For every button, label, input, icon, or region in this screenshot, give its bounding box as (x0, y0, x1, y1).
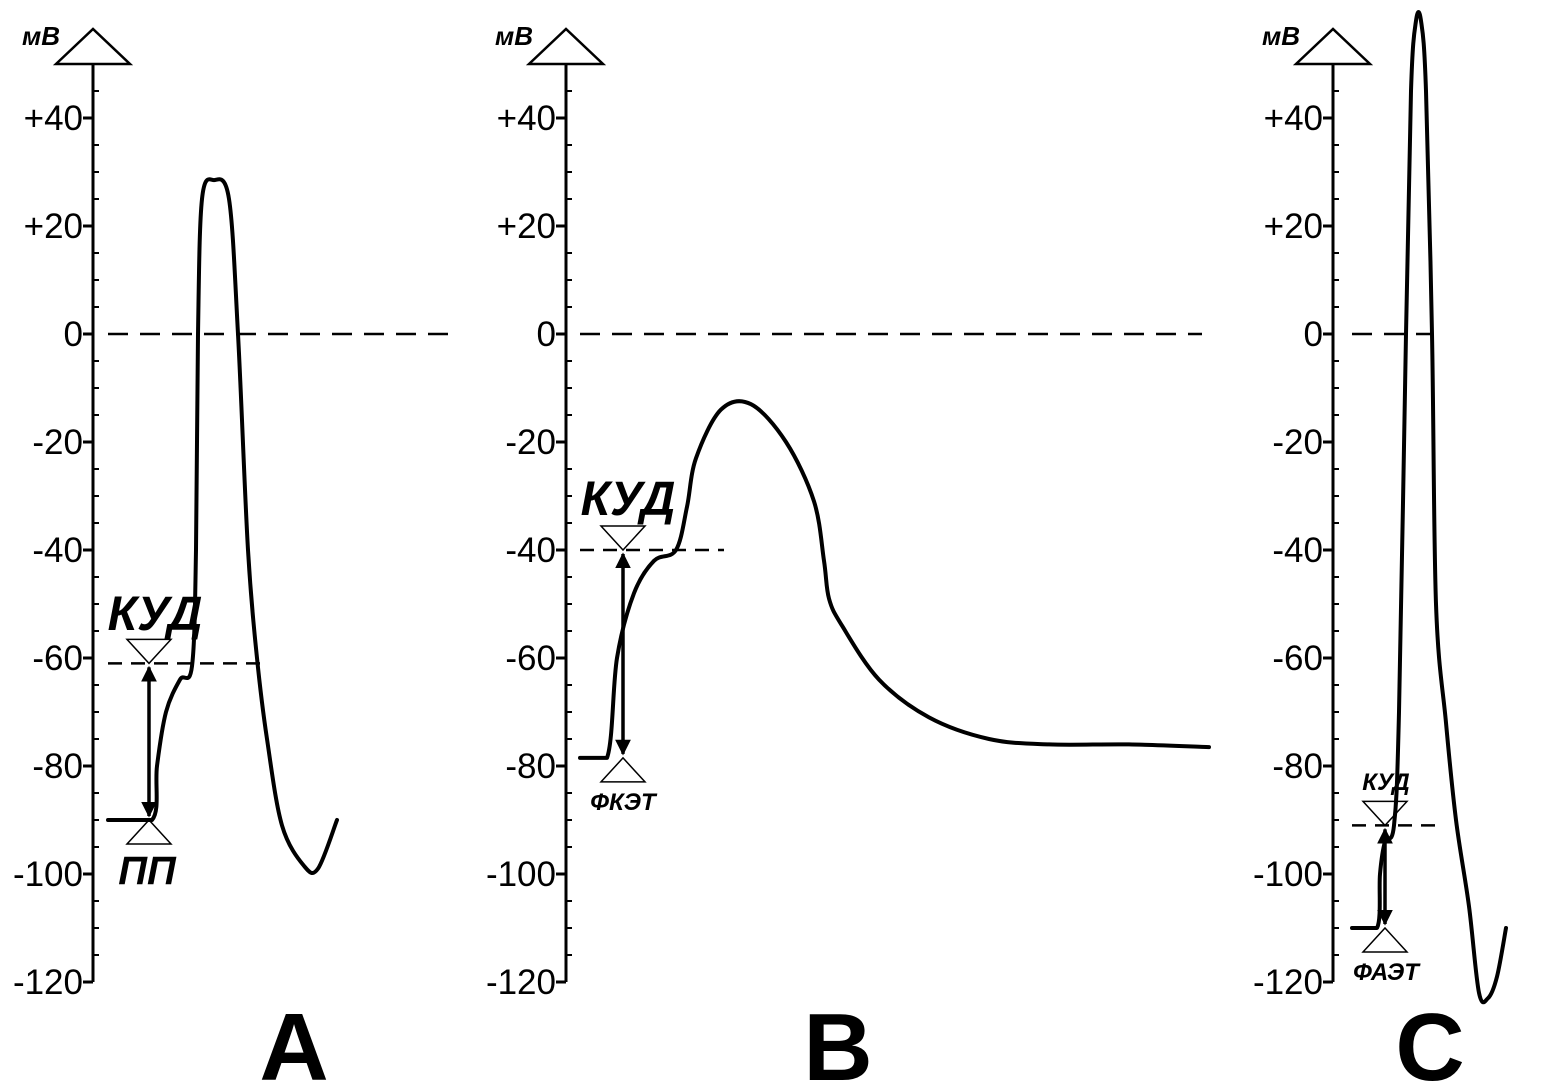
y-tick-label: +20 (24, 207, 83, 246)
resting-marker-icon (599, 756, 647, 783)
threshold-label: КУД (1362, 769, 1409, 796)
y-tick-label: -100 (1253, 855, 1323, 894)
y-tick-label: +20 (497, 207, 556, 246)
y-tick-label: -120 (486, 963, 556, 1002)
panel-letter: B (803, 994, 872, 1088)
panel-a: мВ +40 +20 0 -20 -40 -60 -80 -100 -120 КУД ПП A (13, 21, 452, 1088)
y-tick-label: -120 (13, 963, 83, 1002)
y-tick-label: -60 (1272, 639, 1323, 678)
resting-label: ФКЭТ (590, 789, 658, 816)
action-potential-curve (1350, 10, 1508, 1005)
y-tick-label: -60 (505, 639, 556, 678)
y-tick-label: +40 (497, 99, 556, 138)
y-axis-unit-label: мВ (495, 21, 533, 51)
y-tick-label: -120 (1253, 963, 1323, 1002)
y-tick-label: -20 (32, 423, 83, 462)
panel-c: мВ +40 +20 0 -20 -40 -60 -80 -100 -120 КУД ФАЭТ C (1253, 10, 1508, 1088)
panel-letter: C (1395, 994, 1464, 1088)
y-tick-label: -40 (505, 531, 556, 570)
y-axis-arrow-icon (525, 27, 607, 66)
resting-marker-icon (125, 818, 173, 845)
y-axis-arrow-icon (52, 27, 134, 66)
y-tick-label: -40 (32, 531, 83, 570)
panel-letter: A (259, 994, 328, 1088)
y-tick-label: -60 (32, 639, 83, 678)
y-tick-label: -80 (1272, 747, 1323, 786)
threshold-marker-icon (599, 525, 647, 552)
y-tick-label: -100 (486, 855, 556, 894)
y-tick-label: -20 (505, 423, 556, 462)
y-axis-unit-label: мВ (1262, 21, 1300, 51)
threshold-label: КУД (581, 473, 676, 526)
y-axis-arrow-icon (1292, 27, 1374, 66)
threshold-marker-icon (1361, 800, 1409, 827)
y-tick-label: 0 (64, 315, 83, 354)
y-tick-label: 0 (1304, 315, 1323, 354)
threshold-marker-icon (125, 638, 173, 665)
y-axis-unit-label: мВ (22, 21, 60, 51)
y-tick-label: -40 (1272, 531, 1323, 570)
y-tick-label: +40 (1264, 99, 1323, 138)
resting-label: ФАЭТ (1353, 959, 1421, 986)
y-tick-label: -100 (13, 855, 83, 894)
y-tick-label: -80 (505, 747, 556, 786)
y-tick-label: -80 (32, 747, 83, 786)
action-potential-curve (106, 177, 339, 876)
y-tick-label: +40 (24, 99, 83, 138)
y-tick-label: +20 (1264, 207, 1323, 246)
panel-b: мВ +40 +20 0 -20 -40 -60 -80 -100 -120 КУД ФКЭТ B (486, 21, 1211, 1088)
action-potential-curve (578, 399, 1211, 760)
y-tick-label: 0 (537, 315, 556, 354)
threshold-label: КУД (108, 588, 203, 641)
resting-label: ПП (118, 849, 177, 893)
y-tick-label: -20 (1272, 423, 1323, 462)
resting-marker-icon (1361, 926, 1409, 953)
